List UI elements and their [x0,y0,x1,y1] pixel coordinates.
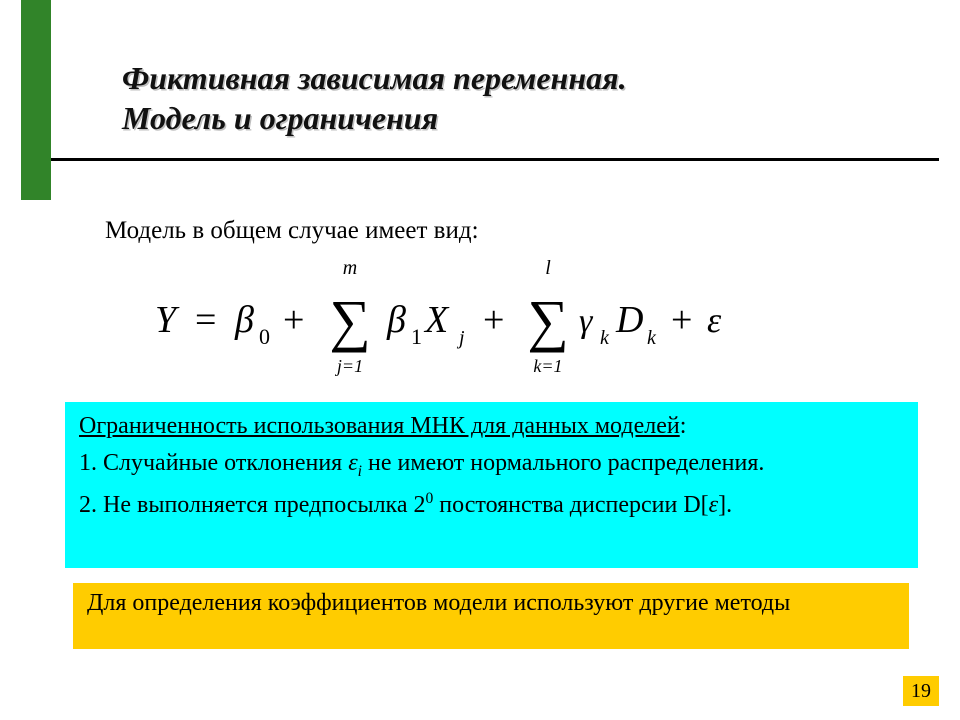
limitations-box: Ограниченность использования МНК для дан… [65,402,918,568]
svg-text:β: β [386,299,406,341]
title-line2: Модель и ограничения [122,98,882,138]
svg-text:k=1: k=1 [533,356,562,376]
limitation-1: 1. Случайные отклонения εi не имеют норм… [79,449,904,481]
formula-lhs: Y [155,299,180,341]
accent-bar-top [21,0,51,160]
svg-text:+: + [283,299,304,341]
svg-text:k: k [647,327,657,349]
svg-text:∑: ∑ [527,288,568,353]
svg-text:∑: ∑ [329,288,370,353]
svg-text:D: D [615,299,643,341]
svg-text:0: 0 [259,324,270,349]
note-box: Для определения коэффициентов модели исп… [73,583,909,649]
note-text: Для определения коэффициентов модели исп… [87,590,790,616]
svg-text:X: X [423,299,450,341]
page-number: 19 [903,676,939,706]
title-line1: Фиктивная зависимая переменная. [122,58,882,98]
intro-text: Модель в общем случае имеет вид: [105,217,479,245]
limitations-header: Ограниченность использования МНК для дан… [79,412,904,441]
svg-text:j: j [456,327,465,349]
svg-text:+: + [671,299,692,341]
svg-text:+: + [483,299,504,341]
svg-text:1: 1 [411,324,422,349]
horizontal-rule [51,158,939,161]
svg-text:m: m [343,260,357,279]
svg-text:j=1: j=1 [335,356,363,376]
slide-title: Фиктивная зависимая переменная. Модель и… [122,58,882,138]
svg-text:k: k [600,327,610,349]
accent-bar-bottom [21,160,51,200]
limitation-2: 2. Не выполняется предпосылка 20 постоян… [79,489,904,520]
svg-text:γ: γ [579,303,594,340]
svg-text:β: β [234,299,254,341]
model-formula: Y = β 0 + m ∑ j=1 β 1 X j + l ∑ k=1 γ k … [155,260,855,380]
svg-text:=: = [195,299,216,341]
svg-text:ε: ε [707,300,722,340]
svg-text:l: l [545,260,551,279]
